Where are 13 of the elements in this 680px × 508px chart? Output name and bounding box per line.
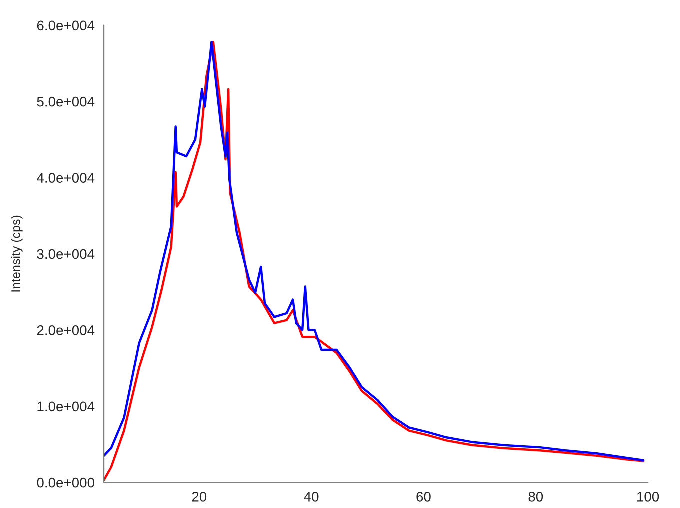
y-tick-label: 4.0e+004 [37, 173, 95, 183]
y-axis-title: Intensity (cps) [11, 216, 23, 292]
y-tick-label: 1.0e+004 [38, 402, 95, 412]
x-tick-label: 20 [192, 492, 207, 502]
x-tick-label: 100 [638, 492, 660, 502]
x-tick-label: 60 [416, 492, 431, 502]
y-tick-label: 0.0e+000 [37, 478, 94, 488]
y-tick-label: 6.0e+004 [37, 20, 95, 31]
y-tick-label: 2.0e+004 [37, 326, 95, 336]
y-tick-label: 3.0e+004 [37, 249, 95, 260]
x-tick-label: 80 [528, 492, 544, 502]
y-tick-label: 5.0e+004 [37, 96, 95, 107]
x-tick-label: 40 [304, 492, 319, 502]
